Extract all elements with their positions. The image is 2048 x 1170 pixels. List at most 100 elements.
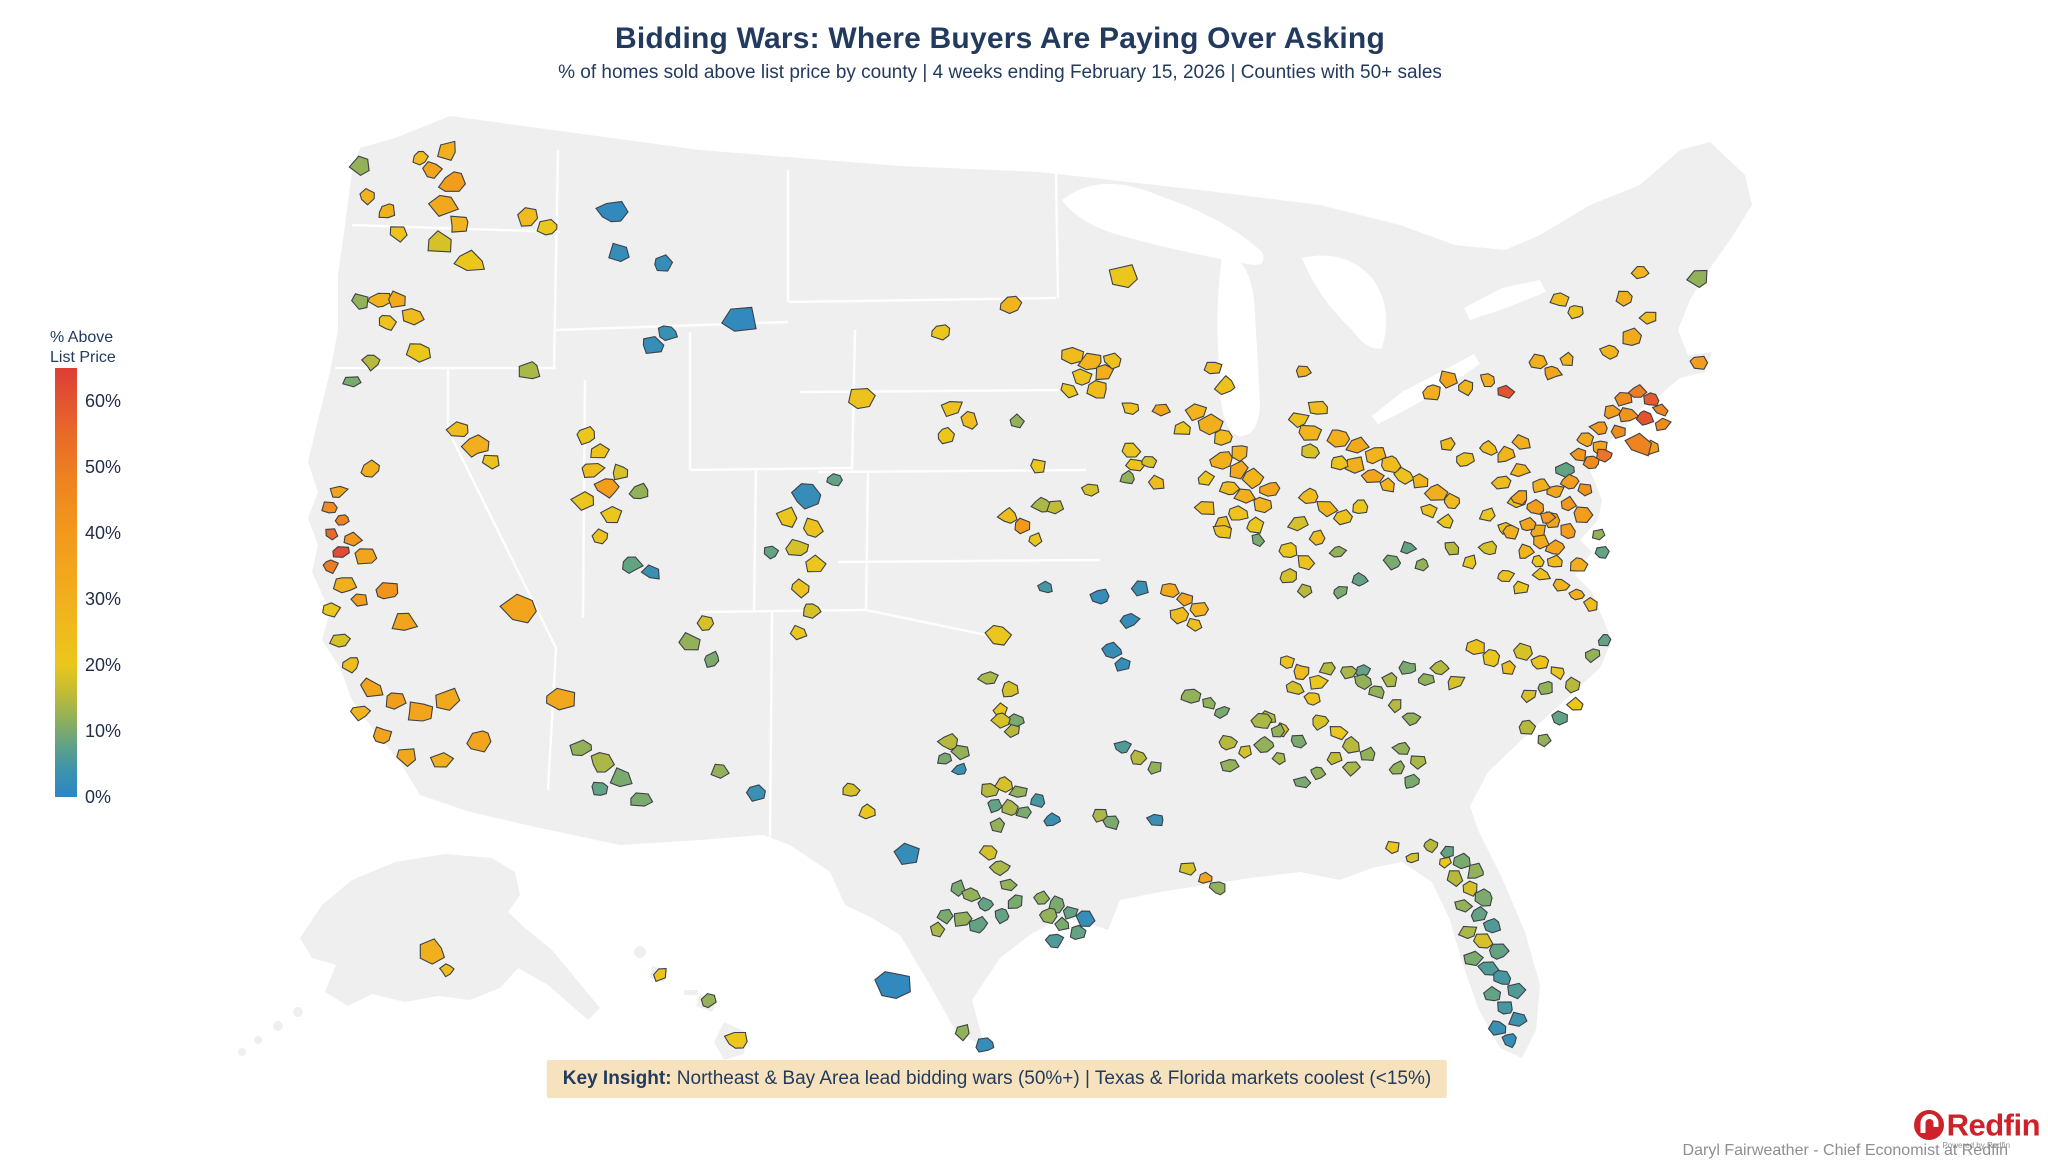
- county-marker: [1326, 751, 1343, 766]
- county-marker: [1060, 382, 1079, 399]
- county-marker: [1114, 657, 1131, 672]
- county-marker: [1404, 773, 1420, 789]
- county-marker: [1296, 583, 1313, 599]
- county-marker: [375, 582, 399, 600]
- key-insight-text: Northeast & Bay Area lead bidding wars (…: [671, 1068, 1432, 1089]
- county-marker: [630, 792, 654, 807]
- county-marker: [1454, 899, 1474, 913]
- county-marker: [481, 454, 500, 470]
- county-marker: [385, 692, 407, 710]
- county-marker: [1253, 736, 1275, 753]
- county-marker: [1075, 910, 1096, 927]
- county-marker: [1551, 710, 1568, 726]
- county-marker: [1654, 417, 1672, 432]
- county-marker: [1329, 726, 1349, 741]
- county-marker: [1493, 969, 1512, 985]
- county-marker: [1582, 596, 1598, 613]
- county-marker: [652, 968, 667, 983]
- county-marker: [1567, 305, 1584, 320]
- county-marker: [1549, 292, 1570, 307]
- county-marker: [1497, 1001, 1513, 1015]
- county-marker: [1518, 543, 1536, 559]
- county-marker: [1312, 714, 1330, 731]
- county-marker: [1584, 648, 1601, 664]
- county-marker: [1440, 437, 1456, 451]
- county-marker: [499, 593, 537, 624]
- county-marker: [569, 739, 593, 757]
- county-marker: [1030, 458, 1046, 474]
- county-marker: [1443, 492, 1461, 510]
- county-marker: [789, 624, 808, 641]
- county-marker: [1102, 352, 1122, 370]
- county-marker: [1316, 500, 1339, 518]
- county-marker: [1502, 524, 1520, 540]
- county-marker: [1044, 933, 1065, 949]
- county-marker: [1518, 719, 1537, 735]
- county-marker: [1446, 870, 1464, 888]
- county-marker: [1412, 473, 1429, 489]
- page-subtitle: % of homes sold above list price by coun…: [558, 62, 1442, 83]
- county-marker: [937, 426, 956, 445]
- county-marker: [1147, 474, 1165, 490]
- county-marker: [450, 215, 469, 233]
- county-marker: [593, 478, 620, 499]
- county-marker: [1615, 290, 1633, 307]
- county-marker: [1594, 546, 1610, 559]
- county-marker: [435, 687, 461, 711]
- county-marker: [1298, 424, 1323, 441]
- county-marker: [1345, 436, 1370, 454]
- county-marker: [1102, 815, 1120, 831]
- county-marker: [581, 462, 606, 478]
- county-marker: [419, 938, 446, 965]
- county-marker: [1479, 373, 1496, 388]
- county-marker: [359, 187, 375, 206]
- county-marker: [1507, 982, 1527, 1000]
- county-marker: [1077, 352, 1102, 371]
- county-marker: [678, 631, 701, 651]
- county-marker: [1478, 439, 1498, 456]
- county-marker: [1089, 588, 1110, 605]
- county-marker: [438, 963, 455, 978]
- county-marker: [1219, 759, 1240, 773]
- county-marker: [576, 425, 596, 446]
- county-marker: [1339, 665, 1358, 680]
- county-marker: [790, 483, 822, 510]
- county-marker: [1307, 400, 1328, 415]
- county-marker: [763, 545, 780, 560]
- county-marker: [334, 514, 350, 526]
- county-marker: [1151, 403, 1172, 417]
- county-marker: [1086, 380, 1107, 399]
- county-marker: [405, 343, 432, 363]
- county-marker: [1482, 917, 1502, 934]
- county-marker: [1009, 413, 1026, 429]
- county-marker: [460, 434, 490, 458]
- county-marker: [1121, 402, 1140, 415]
- county-marker: [700, 992, 717, 1009]
- county-marker: [1333, 586, 1349, 600]
- county-marker: [1477, 540, 1498, 556]
- county-marker: [1630, 265, 1650, 280]
- county-marker: [1405, 852, 1419, 864]
- county-marker: [1497, 445, 1516, 463]
- county-marker: [1095, 364, 1115, 381]
- county-markers: [321, 140, 1709, 1053]
- county-marker: [1309, 674, 1329, 690]
- county-marker: [999, 878, 1018, 892]
- county-marker: [1271, 751, 1286, 766]
- county-marker: [321, 501, 338, 514]
- county-marker: [1423, 483, 1449, 501]
- county-marker: [1559, 473, 1580, 490]
- county-marker: [1213, 429, 1233, 446]
- county-marker: [1490, 475, 1512, 490]
- county-marker: [453, 249, 485, 272]
- county-marker: [1603, 404, 1622, 420]
- county-marker: [351, 293, 369, 310]
- county-marker: [990, 712, 1011, 729]
- county-marker: [1387, 699, 1402, 714]
- county-marker: [1501, 660, 1516, 675]
- county-marker: [1353, 673, 1373, 691]
- county-marker: [466, 730, 492, 753]
- county-marker: [1036, 580, 1053, 594]
